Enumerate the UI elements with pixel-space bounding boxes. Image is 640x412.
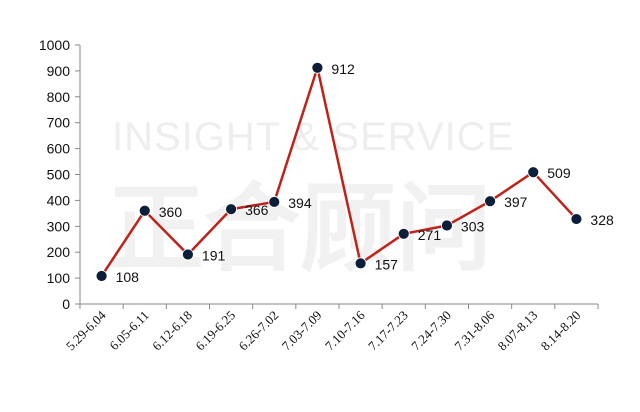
y-tick-label: 0 — [62, 296, 70, 312]
data-point — [311, 61, 324, 74]
data-label: 912 — [331, 61, 355, 77]
x-tick-labels: 5.29-6.046.05-6.116.12-6.186.19-6.256.26… — [63, 307, 584, 353]
y-tick-label: 400 — [47, 192, 71, 208]
x-tick-label: 6.05-6.11 — [106, 308, 152, 354]
data-point — [570, 213, 583, 225]
data-label: 360 — [159, 204, 183, 220]
data-point — [225, 203, 237, 216]
data-label: 328 — [590, 212, 614, 228]
y-tick-label: 200 — [47, 244, 71, 260]
data-label: 108 — [116, 269, 140, 285]
data-label: 191 — [202, 248, 226, 264]
y-tick-label: 100 — [47, 270, 71, 286]
x-tick-label: 6.19-6.25 — [192, 308, 238, 354]
data-point — [354, 257, 367, 270]
x-tick-label: 7.31-8.06 — [451, 307, 497, 353]
data-point — [527, 166, 540, 179]
series-line — [100, 66, 578, 277]
data-point — [95, 270, 108, 282]
data-label: 366 — [245, 202, 269, 218]
data-labels: 108 360 191 366 394 912 157 271 303 397 509 328 — [116, 61, 614, 285]
y-tick-label: 500 — [47, 167, 71, 183]
y-tick-label: 900 — [47, 63, 71, 79]
data-point — [484, 195, 496, 208]
x-tick-label: 7.03-7.09 — [279, 308, 325, 354]
y-tick-label: 800 — [47, 89, 71, 105]
data-label: 394 — [288, 195, 312, 211]
x-tick-label: 6.12-6.18 — [149, 308, 195, 354]
y-tick-label: 600 — [47, 141, 71, 157]
data-point — [397, 227, 410, 240]
series — [95, 61, 583, 282]
data-point — [441, 219, 453, 232]
y-tick-labels: 0 100 200 300 400 500 600 700 800 900 1000 — [39, 37, 70, 312]
data-label: 509 — [547, 165, 571, 181]
y-tick-label: 1000 — [39, 37, 70, 53]
x-tick-label: 5.29-6.04 — [63, 307, 109, 353]
data-label: 157 — [375, 256, 399, 272]
y-tick-label: 300 — [47, 218, 71, 234]
x-tick-label: 8.14-8.20 — [538, 308, 584, 354]
axes — [75, 44, 599, 309]
data-label: 397 — [504, 194, 528, 210]
data-point — [182, 248, 194, 261]
watermark-en: INSIGHT & SERVICE — [112, 115, 514, 159]
data-point — [138, 204, 151, 217]
y-tick-label: 700 — [47, 115, 71, 131]
data-point — [268, 196, 281, 208]
data-label: 303 — [461, 219, 485, 235]
x-tick-label: 7.10-7.16 — [322, 307, 368, 353]
data-label: 271 — [418, 227, 442, 243]
x-tick-label: 8.07-8.13 — [495, 308, 541, 354]
x-tick-label: 7.17-7.23 — [365, 308, 411, 354]
x-tick-label: 7.24-7.30 — [408, 308, 454, 354]
x-tick-label: 6.26-7.02 — [236, 308, 282, 354]
